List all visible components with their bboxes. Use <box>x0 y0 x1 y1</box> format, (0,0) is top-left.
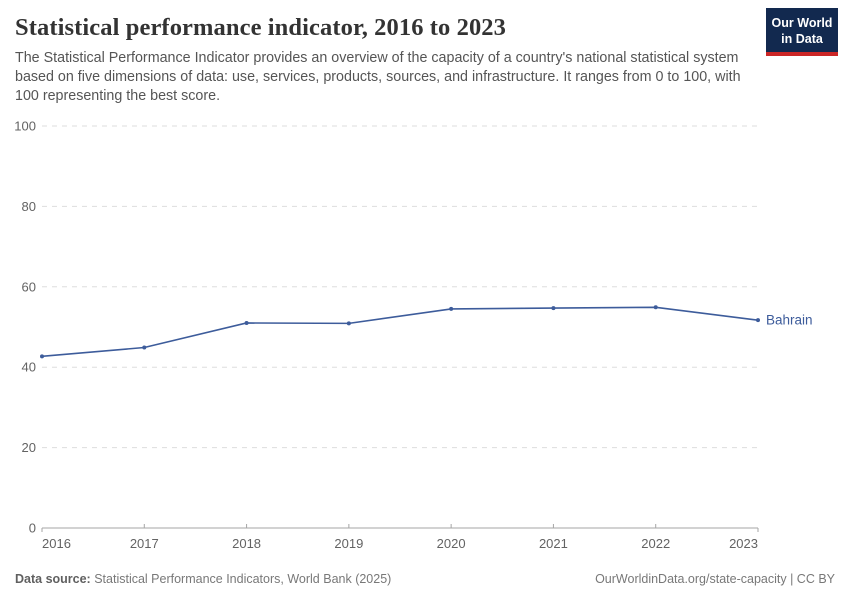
data-source-value: Statistical Performance Indicators, Worl… <box>90 572 392 587</box>
data-point[interactable] <box>653 305 658 310</box>
data-point[interactable] <box>756 318 760 323</box>
data-source-label: Data source: <box>15 572 91 587</box>
x-axis-tick-label: 2019 <box>334 536 363 551</box>
data-point[interactable] <box>449 307 454 312</box>
series-label[interactable]: Bahrain <box>766 313 813 328</box>
data-point[interactable] <box>244 321 249 326</box>
x-axis-tick-label: 2016 <box>42 536 71 551</box>
chart-title: Statistical performance indicator, 2016 … <box>15 14 507 41</box>
x-axis-tick-label: 2023 <box>729 536 758 551</box>
line-chart-canvas[interactable]: 0 20 40 60 80 100 2016 2017 2018 2019 2020 2021 2022… <box>0 108 850 564</box>
chart-header: Statistical performance indicator, 2016 … <box>0 0 850 106</box>
data-point[interactable] <box>40 354 44 359</box>
footer-link[interactable]: OurWorldinData.org/state-capacity | CC B… <box>595 572 835 587</box>
x-axis-tick-label: 2020 <box>437 536 466 551</box>
y-axis-tick-label: 100 <box>14 119 36 134</box>
y-axis-tick-label: 40 <box>22 360 36 375</box>
y-axis-tick-label: 0 <box>29 521 36 536</box>
data-source: Data source: Statistical Performance Ind… <box>15 572 391 586</box>
x-axis-tick-label: 2022 <box>641 536 670 551</box>
y-axis-tick-label: 60 <box>22 280 36 295</box>
y-axis-tick-label: 80 <box>22 199 36 214</box>
data-point[interactable] <box>346 321 351 326</box>
owid-logo[interactable]: Our World in Data <box>766 8 838 56</box>
chart-footer: Data source: Statistical Performance Ind… <box>0 564 850 586</box>
x-axis-tick-label: 2017 <box>130 536 159 551</box>
owid-logo-line2: in Data <box>781 32 823 46</box>
x-axis-tick-label: 2018 <box>232 536 261 551</box>
data-point[interactable] <box>142 345 147 350</box>
owid-logo-line1: Our World <box>771 16 833 30</box>
x-axis-tick-label: 2021 <box>539 536 568 551</box>
data-line-bahrain[interactable] <box>41 306 759 358</box>
y-axis-tick-label: 20 <box>22 441 36 456</box>
data-point[interactable] <box>551 306 556 311</box>
chart-subtitle: The Statistical Performance Indicator pr… <box>15 50 741 105</box>
